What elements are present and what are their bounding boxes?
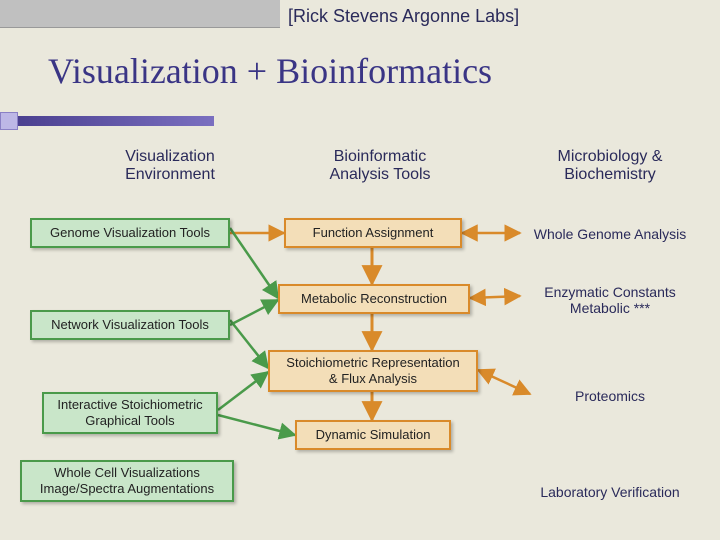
node-func-assign: Function Assignment: [284, 218, 462, 248]
node-stoich-rep: Stoichiometric Representation& Flux Anal…: [268, 350, 478, 392]
attribution: [Rick Stevens Argonne Labs]: [288, 6, 519, 27]
label-whole-genome: Whole Genome Analysis: [510, 226, 710, 242]
node-network-viz: Network Visualization Tools: [30, 310, 230, 340]
node-genome-viz: Genome Visualization Tools: [30, 218, 230, 248]
label-lab-verify: Laboratory Verification: [510, 484, 710, 500]
node-stoich-gui: Interactive StoichiometricGraphical Tool…: [42, 392, 218, 434]
node-metabolic: Metabolic Reconstruction: [278, 284, 470, 314]
column-header-mid: BioinformaticAnalysis Tools: [280, 148, 480, 184]
accent-square: [0, 112, 18, 130]
page-title: Visualization + Bioinformatics: [48, 50, 492, 92]
label-proteomics: Proteomics: [510, 388, 710, 404]
top-bar: [0, 0, 280, 28]
column-header-left: VisualizationEnvironment: [70, 148, 270, 184]
column-header-right: Microbiology &Biochemistry: [510, 148, 710, 184]
label-enzymatic: Enzymatic ConstantsMetabolic ***: [510, 284, 710, 316]
node-whole-cell: Whole Cell VisualizationsImage/Spectra A…: [20, 460, 234, 502]
node-dyn-sim: Dynamic Simulation: [295, 420, 451, 450]
accent-bar: [14, 116, 214, 126]
